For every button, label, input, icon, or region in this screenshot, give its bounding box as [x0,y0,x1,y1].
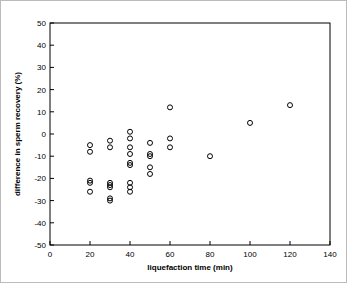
point [208,154,213,159]
y-tick [50,178,54,179]
y-tick [50,222,54,223]
point [128,129,133,134]
y-tick [50,23,54,24]
x-tick-label: 140 [323,250,337,259]
x-tick [50,241,51,245]
y-tick [50,67,54,68]
point [148,165,153,170]
y-tick-label: -30 [34,197,46,206]
x-tick-label: 100 [243,250,257,259]
y-tick [50,245,54,246]
point [88,180,93,185]
point [148,171,153,176]
x-tick [250,241,251,245]
y-tick-label: 20 [37,86,46,95]
y-axis-label: difference in sperm recovery (%) [13,72,22,196]
y-tick-label: -20 [34,174,46,183]
point [128,151,133,156]
chart: 0 20 40 60 80 100 120 140 -50 -40 -30 -20 -10 0 10 20 30… [0,0,347,283]
y-tick [50,89,54,90]
point [108,138,113,143]
point [128,136,133,141]
point [168,105,173,110]
x-axis-label: liquefaction time (min) [147,263,233,272]
y-tick-label: 40 [37,41,46,50]
x-tick [90,241,91,245]
y-tick [50,156,54,157]
y-tick-label: 10 [37,108,46,117]
x-tick-label: 80 [206,250,215,259]
point [88,189,93,194]
point [128,145,133,150]
point [108,185,113,190]
y-tick-label: -40 [34,219,46,228]
point [148,140,153,145]
point [168,136,173,141]
point [88,143,93,148]
point [168,145,173,150]
point [148,154,153,159]
point [88,149,93,154]
x-tick-label: 60 [166,250,175,259]
y-tick-label: -50 [34,241,46,250]
x-tick [170,241,171,245]
x-tick [130,241,131,245]
x-tick-label: 40 [126,250,135,259]
point [108,198,113,203]
point [288,103,293,108]
x-tick [290,241,291,245]
figure-border [1,1,347,283]
x-tick-label: 0 [48,250,53,259]
x-tick-label: 120 [283,250,297,259]
y-tick-label: 0 [42,130,47,139]
y-tick-label: 50 [37,19,46,28]
point [128,189,133,194]
y-tick [50,134,54,135]
point [108,145,113,150]
y-tick [50,111,54,112]
x-tick [330,241,331,245]
plot-frame [50,23,330,245]
y-tick-label: -10 [34,152,46,161]
points [88,103,293,203]
y-tick [50,200,54,201]
y-tick [50,45,54,46]
point [128,163,133,168]
x-tick-label: 20 [86,250,95,259]
point [248,120,253,125]
y-tick-label: 30 [37,63,46,72]
x-tick [210,241,211,245]
